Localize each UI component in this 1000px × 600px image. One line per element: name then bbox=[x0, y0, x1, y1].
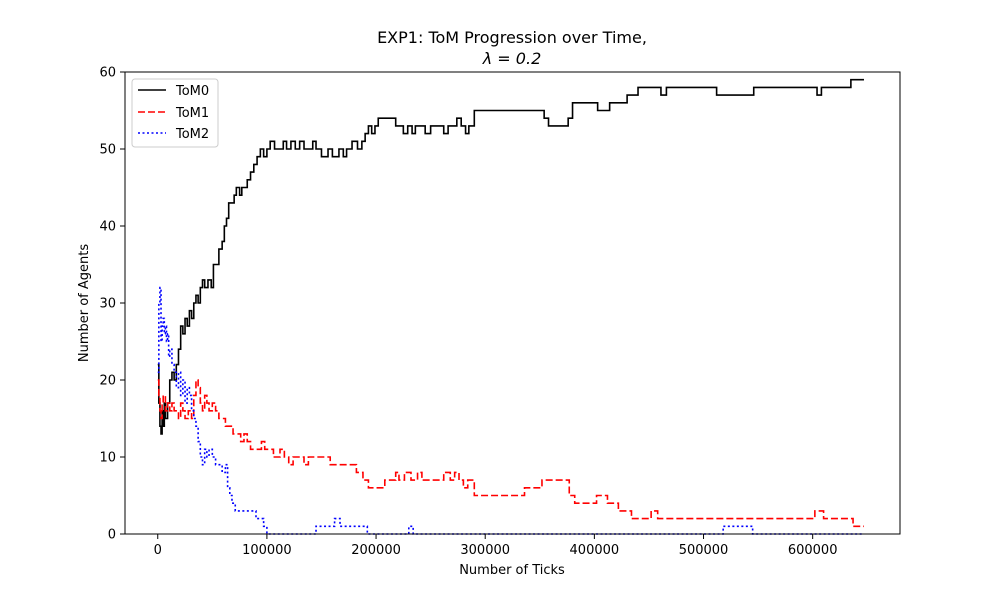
legend-label-tom0: ToM0 bbox=[175, 84, 209, 99]
y-axis-ticks: 0 10 20 30 40 50 60 bbox=[99, 66, 125, 543]
x-tick-label: 500000 bbox=[679, 543, 729, 558]
x-axis-ticks: 0 100000 200000 300000 400000 500000 600000 bbox=[154, 534, 838, 558]
y-tick-label: 30 bbox=[99, 297, 116, 312]
x-tick-label: 300000 bbox=[460, 543, 510, 558]
x-tick-label: 200000 bbox=[351, 543, 401, 558]
legend-box bbox=[131, 78, 219, 148]
series-line-tom2 bbox=[157, 286, 864, 535]
series-line-tom1 bbox=[157, 379, 864, 528]
y-tick-label: 10 bbox=[99, 451, 116, 466]
plot-frame bbox=[124, 71, 901, 535]
y-tick-label: 50 bbox=[99, 143, 116, 158]
chart-title: EXP1: ToM Progression over Time, bbox=[377, 28, 647, 47]
legend-label-tom1: ToM1 bbox=[175, 106, 209, 121]
y-tick-label: 0 bbox=[108, 528, 116, 543]
y-tick-label: 60 bbox=[99, 66, 116, 81]
legend: ToM0 ToM1 ToM2 bbox=[131, 78, 219, 148]
x-axis-label: Number of Ticks bbox=[459, 563, 565, 578]
plot-lines bbox=[157, 78, 864, 535]
y-tick-label: 40 bbox=[99, 220, 116, 235]
y-tick-label: 20 bbox=[99, 374, 116, 389]
x-tick-label: 100000 bbox=[242, 543, 292, 558]
x-tick-label: 600000 bbox=[788, 543, 838, 558]
x-tick-label: 0 bbox=[154, 543, 162, 558]
y-axis-label: Number of Agents bbox=[77, 244, 92, 362]
legend-label-tom2: ToM2 bbox=[175, 127, 209, 142]
chart-subtitle: λ = 0.2 bbox=[482, 49, 542, 68]
x-tick-label: 400000 bbox=[570, 543, 620, 558]
series-line-tom0 bbox=[157, 78, 864, 435]
